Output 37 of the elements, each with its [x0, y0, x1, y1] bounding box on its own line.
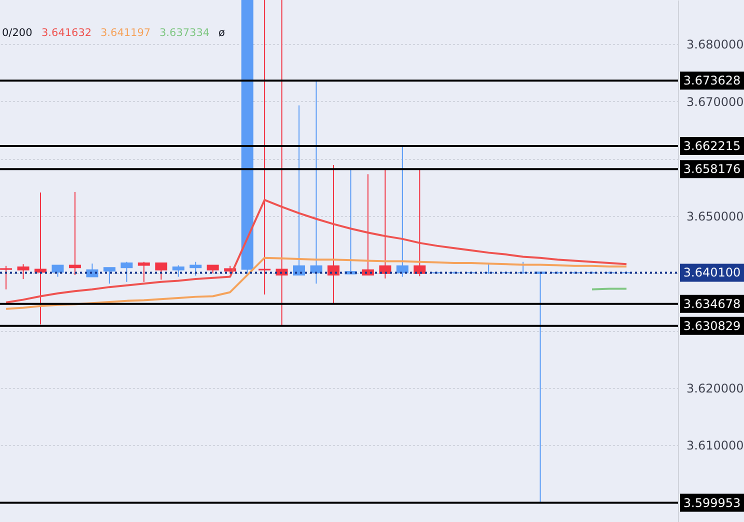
ref-line-label: 3.673628	[683, 74, 741, 88]
candlestick	[0, 265, 12, 290]
y-tick-label: 3.670000	[686, 94, 744, 109]
ref-line-label: 3.640100	[683, 266, 741, 280]
ref-line-label: 3.662215	[683, 139, 741, 154]
candlestick	[517, 261, 530, 274]
y-tick-label: 3.680000	[686, 38, 744, 52]
candlestick	[120, 261, 133, 282]
candlestick	[258, 0, 271, 296]
line-series	[5, 256, 628, 310]
annotation: 3.637334	[160, 27, 210, 39]
candlestick	[17, 264, 30, 280]
candlestick	[379, 168, 392, 279]
annotation: 3.641632	[42, 27, 92, 39]
candlestick	[68, 191, 81, 276]
candlestick	[482, 264, 495, 274]
candlestick	[190, 261, 202, 276]
y-tick-label: 3.650000	[686, 210, 744, 224]
candlestick	[155, 262, 168, 280]
candlestick	[172, 264, 184, 278]
candlestick	[86, 263, 98, 278]
ref-line-label: 3.599953	[683, 496, 741, 510]
candlestick	[52, 264, 64, 278]
annotation: 0/200	[2, 27, 32, 39]
line-series	[5, 198, 628, 304]
candlestick	[138, 261, 150, 282]
annotation: 3.641197	[100, 27, 151, 39]
candlestick	[293, 104, 306, 276]
candlestick	[414, 168, 426, 277]
ref-line-label: 3.630829	[683, 318, 741, 333]
candlestick	[103, 267, 116, 284]
candlestick	[327, 164, 340, 304]
y-tick-label: 3.620000	[686, 381, 744, 396]
annotation: ø	[218, 27, 226, 39]
ref-line-label: 3.658176	[683, 162, 741, 176]
y-tick-label: 3.610000	[686, 438, 744, 453]
ref-line-label: 3.634678	[683, 296, 741, 311]
